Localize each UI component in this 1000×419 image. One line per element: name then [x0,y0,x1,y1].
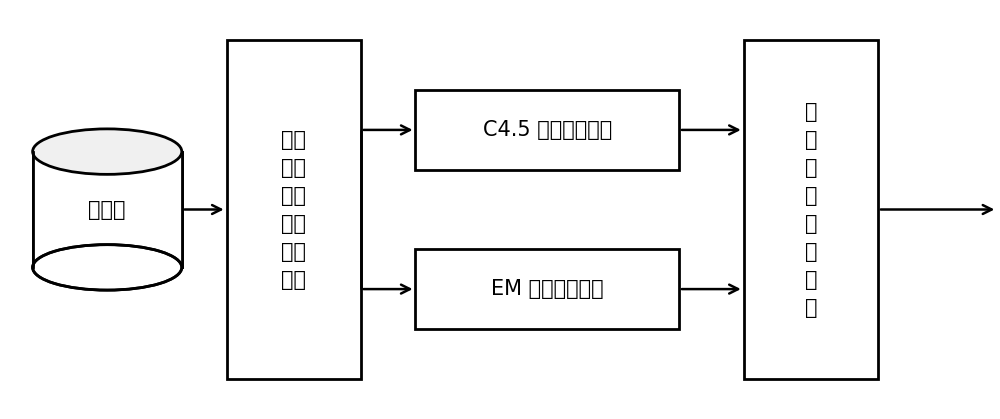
Bar [744,40,878,379]
Text: 分
析
结
果
记
录
模
块: 分 析 结 果 记 录 模 块 [805,101,817,318]
Ellipse shape [33,129,182,174]
Ellipse shape [33,245,182,290]
Bar [415,249,679,329]
Bar [415,90,679,170]
Text: EM 聚类算法模块: EM 聚类算法模块 [491,279,604,299]
Text: 数据
处理
实验
参数
设定
模块: 数据 处理 实验 参数 设定 模块 [281,129,306,290]
Bar [227,40,361,379]
Bar [33,152,182,267]
Text: C4.5 分类算法模块: C4.5 分类算法模块 [483,120,612,140]
Text: 数据源: 数据源 [88,199,126,220]
